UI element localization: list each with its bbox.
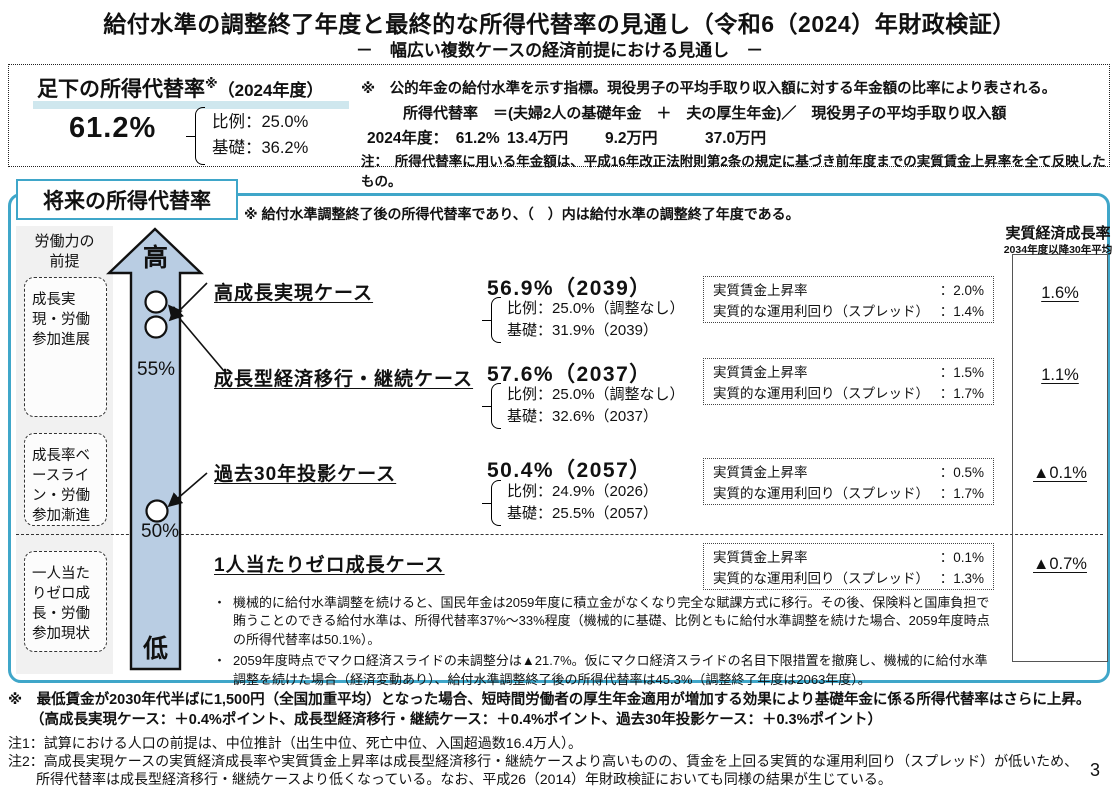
bullet-mark: ・ [213, 653, 227, 669]
case1-name: 高成長実現ケース [214, 283, 374, 304]
case4-assumptions-box: 実質賃金上昇率 ：0.1% 実質的な運用利回り（スプレッド） ：1.3% [703, 543, 994, 590]
assumption-row: 実質的な運用利回り（スプレッド） ：1.7% [713, 386, 984, 401]
breakdown-line: 比例：24.9%（2026） [507, 483, 658, 501]
future-rate-note: ※ 給付水準調整終了後の所得代替率であり、（ ）内は給付水準の調整終了年度である… [244, 206, 800, 222]
case3-breakdown: 比例：24.9%（2026） 基礎：25.5%（2057） [482, 480, 658, 526]
breakdown-line: 比例：25.0% [212, 113, 309, 132]
legal-note: 注： 所得代替率に用いる年金額は、平成16年改正法附則第2条の規定に基づき前年度… [361, 154, 1106, 189]
footnote-2-line1: 注2：高成長実現ケースの実質経済成長率や実質賃金上昇率は成長型経済移行・継続ケー… [8, 753, 1079, 769]
case2-name: 成長型経済移行・継続ケース [214, 369, 474, 390]
case2-breakdown: 比例：25.0%（調整なし） 基礎：32.6%（2037） [482, 383, 685, 429]
case1-assumptions-box: 実質賃金上昇率 ：2.0% 実質的な運用利回り（スプレッド） ：1.4% [703, 276, 994, 323]
breakdown-line: 基礎：31.9%（2039） [507, 322, 658, 339]
footnote-2-line2: 所得代替率は成長型経済移行・継続ケースより低くなっている。なお、平成26（201… [36, 771, 892, 787]
axis-low-label: 低 [143, 635, 169, 663]
growth-column-subheading: 2034年度以降30年平均 [1003, 244, 1113, 256]
case3-result: 50.4%（2057） [487, 459, 652, 482]
current-rate-heading-year: （2024年度） [217, 81, 324, 100]
fifty-percent-guide-line [16, 534, 1103, 535]
brace-bracket [195, 107, 205, 165]
note-bullet: ・ 2059年度時点でマクロ経済スライドの未調整分は▲21.7%。仮にマクロ経済… [213, 652, 995, 689]
note-text: 機械的に給付水準調整を続けると、国民年金は2059年度に積立金がなくなり完全な賦… [233, 595, 990, 647]
brace-tick [482, 502, 491, 504]
case1-result: 56.9%（2039） [487, 277, 652, 300]
labor-item-zero-growth: 一人当たりゼロ成長・労働参加現状 [24, 551, 107, 652]
axis-tick-55: 55% [137, 359, 176, 380]
future-rate-panel [8, 193, 1110, 683]
labor-panel-heading: 労働力の前提 [34, 233, 95, 271]
case3-growth-rate: ▲0.1% [1033, 464, 1087, 482]
case2-growth-rate: 1.1% [1041, 366, 1079, 384]
page-number: 3 [1090, 760, 1101, 780]
breakdown-line: 基礎：32.6%（2037） [507, 408, 658, 425]
formula-take-home-income: 37.0万円 [705, 130, 767, 147]
brace-bracket [491, 383, 501, 429]
breakdown-line: 基礎：25.5%（2057） [507, 505, 658, 522]
footnote-1: 注1：試算における人口の前提は、中位推計（出生中位、死亡中位、入国超過数16.4… [8, 735, 583, 751]
assumption-row: 実質的な運用利回り（スプレッド） ：1.3% [713, 571, 984, 586]
breakdown-line: 比例：25.0%（調整なし） [507, 386, 685, 404]
assumption-row: 実質賃金上昇率 ：0.1% [713, 550, 984, 565]
axis-high-label: 高 [143, 244, 169, 272]
reference-mark: ※ [205, 76, 218, 91]
brace-bracket [491, 480, 501, 526]
growth-column-heading: 実質経済成長率 [1005, 225, 1111, 242]
case3-assumptions-box: 実質賃金上昇率 ：0.5% 実質的な運用利回り（スプレッド） ：1.7% [703, 458, 994, 505]
case4-notes: ・ 機械的に給付水準調整を続けると、国民年金は2059年度に積立金がなくなり完全… [213, 594, 995, 692]
formula-basic-pension: 13.4万円 [507, 130, 569, 147]
wage-footnote-line1: ※ 最低賃金が2030年代半ばに1,500円（全国加重平均）となった場合、短時間… [8, 692, 1091, 708]
note-bullet: ・ 機械的に給付水準調整を続けると、国民年金は2059年度に積立金がなくなり完全… [213, 594, 995, 649]
case2-result: 57.6%（2037） [487, 363, 652, 386]
assumption-row: 実質的な運用利回り（スプレッド） ：1.7% [713, 486, 984, 501]
current-rate-heading: 足下の所得代替率※（2024年度） [37, 73, 323, 103]
case3-name: 過去30年投影ケース [214, 464, 397, 485]
case4-name: 1人当たりゼロ成長ケース [214, 555, 445, 576]
formula: 所得代替率 ＝(夫婦2人の基礎年金 ＋ 夫の厚生年金)／ 現役男子の平均手取り収… [403, 105, 1007, 122]
assumption-row: 実質賃金上昇率 ：0.5% [713, 465, 984, 480]
case1-breakdown: 比例：25.0%（調整なし） 基礎：31.9%（2039） [482, 297, 685, 343]
current-rate-breakdown: 比例：25.0% 基礎：36.2% [186, 107, 308, 165]
bullet-mark: ・ [213, 595, 227, 610]
formula-earnings-pension: 9.2万円 [605, 130, 658, 147]
definition-note: ※ 公的年金の給付水準を示す指標。現役男子の平均手取り収入額に対する年金額の比率… [361, 81, 1057, 97]
breakdown-line: 比例：25.0%（調整なし） [507, 300, 685, 318]
assumption-row: 実質賃金上昇率 ：2.0% [713, 283, 984, 298]
point-past-30yr-case [145, 499, 169, 523]
assumption-row: 実質賃金上昇率 ：1.5% [713, 365, 984, 380]
breakdown-line: 基礎：36.2% [212, 139, 309, 157]
case4-growth-rate: ▲0.7% [1033, 555, 1087, 573]
page-subtitle: － 幅広い複数ケースの経済前提における見通し － [355, 41, 764, 60]
assumption-row: 実質的な運用利回り（スプレッド） ：1.4% [713, 304, 984, 319]
brace-tick [482, 319, 491, 321]
rate-axis-arrow [106, 227, 204, 671]
point-growth-transition-case [144, 290, 168, 314]
growth-column-box [1012, 254, 1108, 662]
note-text: 2059年度時点でマクロ経済スライドの未調整分は▲21.7%。仮にマクロ経済スラ… [233, 653, 988, 687]
future-rate-heading: 将来の所得代替率 [16, 179, 238, 220]
axis-tick-50: 50% [141, 521, 180, 542]
current-rate-panel: 足下の所得代替率※（2024年度） 61.2% 比例：25.0% 基礎：36.2… [8, 64, 1110, 189]
case1-growth-rate: 1.6% [1041, 284, 1079, 302]
labor-item-growth-realized: 成長実現・労働参加進展 [24, 277, 107, 417]
case2-assumptions-box: 実質賃金上昇率 ：1.5% 実質的な運用利回り（スプレッド） ：1.7% [703, 358, 994, 405]
heading-highlight-bar [33, 101, 349, 109]
current-rate-heading-text: 足下の所得代替率 [37, 78, 205, 101]
point-high-growth-case [144, 315, 168, 339]
brace-bracket [491, 297, 501, 343]
current-rate-value: 61.2% [69, 112, 157, 144]
brace-tick [186, 135, 195, 137]
wage-footnote-line2: （高成長実現ケース：＋0.4%ポイント、成長型経済移行・継続ケース：＋0.4%ポ… [30, 712, 883, 728]
brace-tick [482, 405, 491, 407]
labor-item-baseline: 成長率ベースライン・労働参加漸進 [24, 433, 107, 526]
formula-year-rate: 2024年度： 61.2% [367, 130, 500, 147]
page-title: 給付水準の調整終了年度と最終的な所得代替率の見通し（令和6（2024）年財政検証… [103, 11, 1016, 37]
